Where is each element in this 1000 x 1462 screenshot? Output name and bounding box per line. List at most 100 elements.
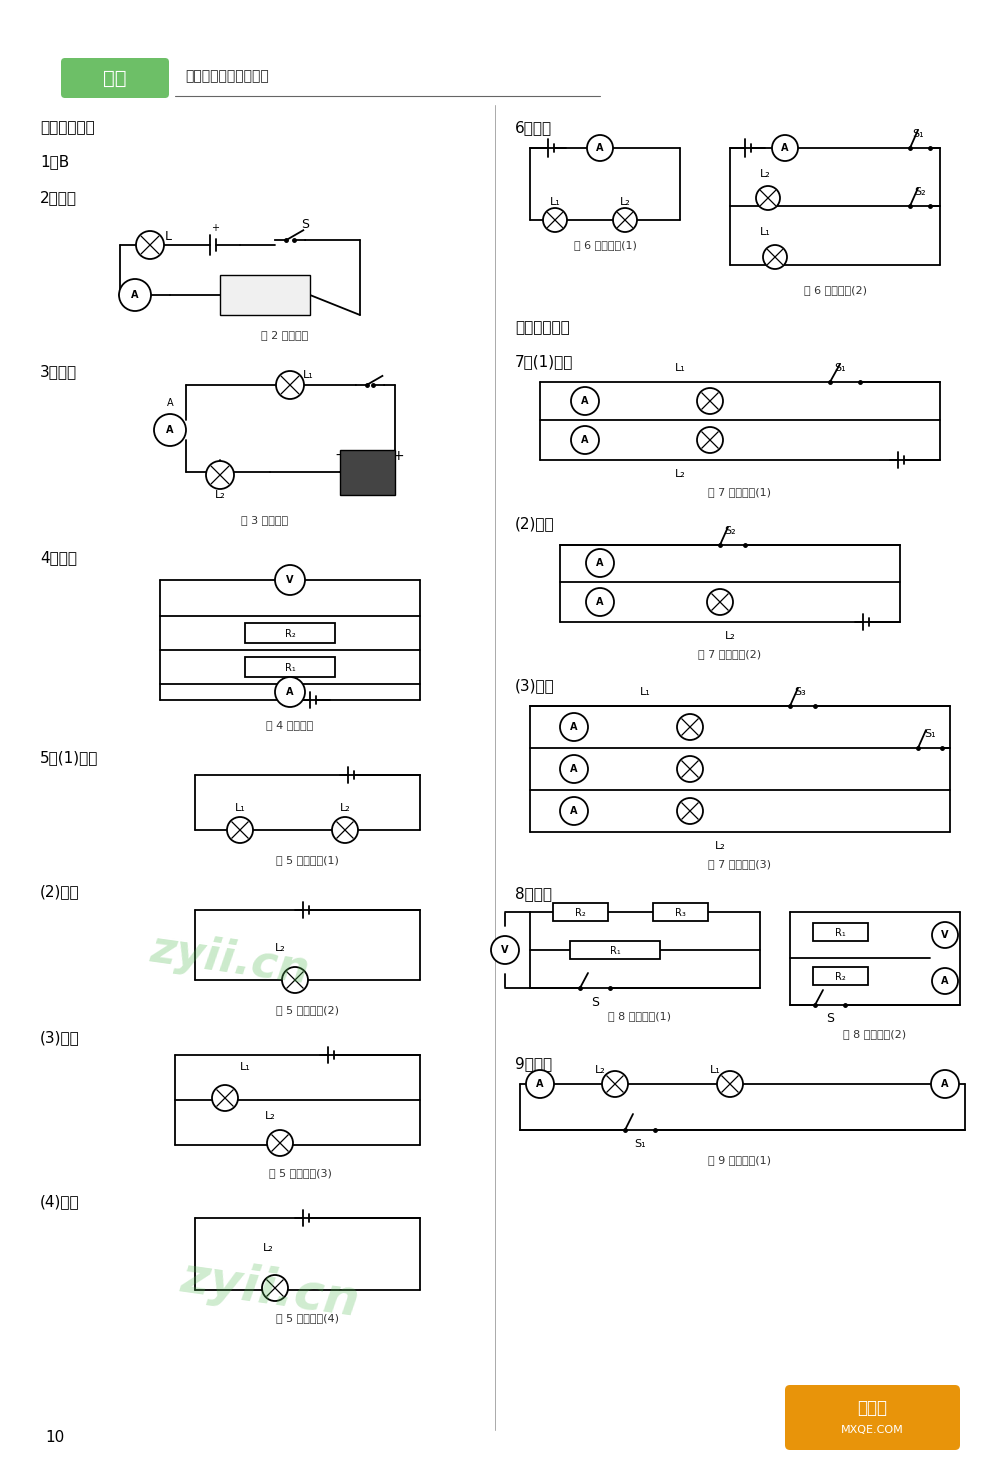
- Text: -: -: [336, 449, 340, 463]
- Text: A₂: A₂: [562, 763, 572, 772]
- Circle shape: [543, 208, 567, 232]
- Text: 第 4 题答案图: 第 4 题答案图: [266, 719, 314, 730]
- Text: 第 7 题答案图(3): 第 7 题答案图(3): [708, 860, 772, 868]
- Text: 7．(1)如图: 7．(1)如图: [515, 354, 573, 370]
- Text: 物理: 物理: [103, 69, 127, 88]
- Bar: [340, 450, 395, 496]
- Circle shape: [931, 1070, 959, 1098]
- Text: 答案图: 答案图: [857, 1399, 887, 1417]
- Text: zyii.cn: zyii.cn: [177, 1254, 363, 1326]
- Text: A: A: [781, 143, 789, 154]
- Text: B: B: [277, 292, 283, 303]
- Circle shape: [212, 1085, 238, 1111]
- Text: S: S: [826, 1013, 834, 1025]
- Text: A: A: [941, 977, 949, 985]
- Circle shape: [697, 427, 723, 453]
- Text: A: A: [167, 398, 173, 408]
- Circle shape: [560, 754, 588, 784]
- Text: A: A: [570, 806, 578, 816]
- Circle shape: [717, 1072, 743, 1096]
- Text: zyii.cn: zyii.cn: [148, 927, 312, 993]
- Circle shape: [613, 208, 637, 232]
- Text: A₂: A₂: [588, 596, 598, 605]
- Text: 10: 10: [45, 1430, 65, 1446]
- Text: 2．如图: 2．如图: [40, 190, 77, 206]
- Text: (2)如图: (2)如图: [40, 885, 80, 899]
- Circle shape: [571, 425, 599, 455]
- Text: A: A: [596, 143, 604, 154]
- Text: L₂: L₂: [263, 1243, 273, 1253]
- Text: 第 7 题答案图(2): 第 7 题答案图(2): [698, 649, 762, 659]
- Text: 第 5 题答案图(4): 第 5 题答案图(4): [276, 1313, 338, 1323]
- Text: R₁: R₁: [835, 928, 845, 939]
- Circle shape: [707, 589, 733, 616]
- Text: S: S: [591, 996, 599, 1009]
- Circle shape: [282, 966, 308, 993]
- Text: 【能力提升】: 【能力提升】: [515, 320, 570, 335]
- Text: L₁: L₁: [675, 363, 685, 373]
- Circle shape: [276, 371, 304, 399]
- Circle shape: [275, 677, 305, 708]
- Text: (2)如图: (2)如图: [515, 516, 555, 532]
- Text: 第 6 题答案图(2): 第 6 题答案图(2): [804, 285, 866, 295]
- Text: (4)如图: (4)如图: [40, 1194, 80, 1209]
- Text: 【基础训练】: 【基础训练】: [40, 120, 95, 136]
- Text: S: S: [301, 218, 309, 231]
- Text: V: V: [941, 930, 949, 940]
- Text: A: A: [286, 687, 294, 697]
- Text: 6．如图: 6．如图: [515, 120, 552, 136]
- Text: A₃: A₃: [588, 557, 598, 566]
- Text: A: A: [596, 596, 604, 607]
- Circle shape: [772, 135, 798, 161]
- Circle shape: [491, 936, 519, 963]
- Circle shape: [571, 387, 599, 415]
- Text: 1．B: 1．B: [40, 155, 69, 170]
- Text: L₂: L₂: [725, 632, 735, 640]
- Text: L₂: L₂: [715, 841, 725, 851]
- Text: L₁: L₁: [240, 1061, 250, 1072]
- Circle shape: [586, 588, 614, 616]
- Text: L₂: L₂: [215, 490, 225, 500]
- Text: 第 5 题答案图(3): 第 5 题答案图(3): [269, 1168, 331, 1178]
- Text: A: A: [570, 765, 578, 773]
- Text: 第 3 题答案图: 第 3 题答案图: [241, 515, 289, 525]
- Text: 第 6 题答案图(1): 第 6 题答案图(1): [574, 240, 636, 250]
- Text: +: +: [392, 449, 404, 463]
- Text: R₂: R₂: [285, 629, 295, 639]
- Bar: [220, 275, 310, 314]
- Text: A: A: [237, 292, 243, 303]
- Circle shape: [275, 564, 305, 595]
- Circle shape: [586, 550, 614, 577]
- Circle shape: [227, 817, 253, 844]
- Text: S₂: S₂: [724, 526, 736, 537]
- Text: L₁: L₁: [235, 803, 245, 813]
- Bar: [245, 656, 335, 677]
- Text: R₃: R₃: [675, 908, 685, 918]
- Text: L₁: L₁: [303, 370, 313, 380]
- Text: L₂: L₂: [265, 1111, 275, 1121]
- Bar: [812, 966, 868, 985]
- Text: 8．如图: 8．如图: [515, 886, 552, 902]
- FancyBboxPatch shape: [785, 1385, 960, 1450]
- Text: L₂: L₂: [620, 197, 630, 208]
- Text: (3)如图: (3)如图: [40, 1031, 80, 1045]
- Text: L₂: L₂: [760, 170, 770, 178]
- Circle shape: [560, 797, 588, 825]
- Text: L₁: L₁: [550, 197, 560, 208]
- Bar: [812, 923, 868, 942]
- Circle shape: [262, 1275, 288, 1301]
- Text: V: V: [286, 575, 294, 585]
- Text: MXQE.COM: MXQE.COM: [841, 1425, 903, 1436]
- Circle shape: [602, 1072, 628, 1096]
- Circle shape: [697, 387, 723, 414]
- Text: S₁: S₁: [924, 730, 936, 738]
- Text: L₂: L₂: [675, 469, 685, 480]
- Text: S₂: S₂: [914, 187, 926, 197]
- Text: A: A: [570, 722, 578, 732]
- Text: R₂: R₂: [835, 972, 845, 982]
- Text: 新课程实践与探究丛书: 新课程实践与探究丛书: [185, 69, 269, 83]
- Text: A₁: A₁: [562, 722, 572, 731]
- Text: +: +: [211, 224, 219, 232]
- Circle shape: [677, 713, 703, 740]
- Text: S₁: S₁: [834, 363, 846, 373]
